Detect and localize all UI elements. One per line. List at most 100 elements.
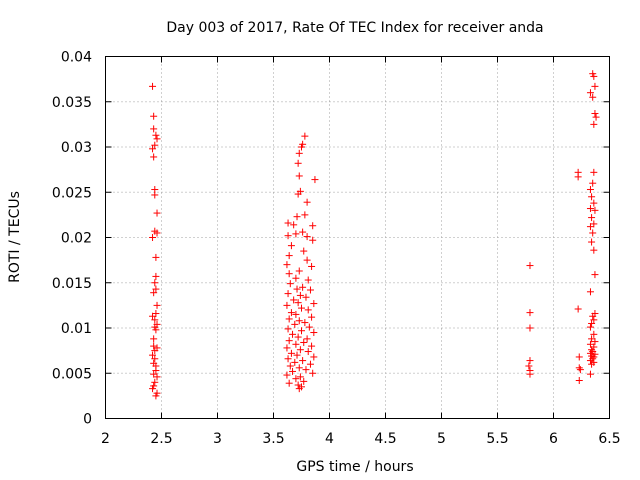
data-points — [149, 70, 600, 400]
data-point — [586, 223, 594, 231]
data-point — [302, 366, 310, 374]
x-tick-label: 2 — [101, 431, 110, 447]
data-point — [284, 232, 292, 240]
data-point — [294, 381, 302, 389]
y-tick-label: 0.005 — [52, 366, 92, 382]
data-point — [151, 141, 159, 149]
data-point — [294, 333, 302, 341]
data-point — [292, 310, 300, 318]
data-point — [149, 385, 157, 393]
data-point — [151, 378, 159, 386]
data-point — [586, 205, 594, 213]
data-point — [296, 373, 304, 381]
data-point — [302, 293, 310, 301]
data-point — [295, 149, 303, 157]
data-point — [574, 173, 582, 181]
data-point — [283, 301, 291, 309]
data-point — [286, 362, 294, 370]
data-point — [151, 279, 159, 287]
data-point — [590, 316, 598, 324]
y-tick-label: 0.04 — [61, 50, 92, 66]
chart-title: Day 003 of 2017, Rate Of TEC Index for r… — [166, 20, 543, 36]
data-point — [590, 168, 598, 176]
y-tick-label: 0 — [83, 412, 92, 428]
data-point — [586, 89, 594, 97]
data-point — [292, 274, 300, 282]
data-point — [586, 357, 594, 365]
data-point — [287, 242, 295, 250]
data-point — [589, 93, 597, 101]
data-point — [153, 209, 161, 217]
data-point — [299, 283, 307, 291]
x-tick-label: 5 — [437, 431, 446, 447]
data-point — [298, 304, 305, 312]
data-point — [298, 327, 305, 335]
data-point — [306, 360, 314, 368]
data-point — [589, 312, 597, 320]
data-point — [526, 309, 534, 317]
data-point — [589, 229, 597, 237]
data-point — [290, 221, 298, 229]
data-point — [150, 153, 158, 161]
data-point — [285, 315, 293, 323]
data-point — [300, 377, 308, 385]
data-point — [300, 247, 308, 255]
data-point — [290, 296, 298, 304]
data-point — [149, 234, 157, 241]
data-point — [306, 286, 314, 294]
data-point — [586, 370, 594, 378]
data-point — [303, 233, 311, 241]
data-point — [304, 306, 312, 314]
data-point — [149, 351, 157, 359]
data-point — [591, 206, 599, 214]
data-point — [309, 369, 317, 377]
data-point — [309, 222, 317, 230]
data-point — [152, 285, 160, 293]
data-point — [153, 135, 161, 143]
data-point — [299, 228, 307, 236]
data-point — [574, 305, 582, 313]
data-point — [575, 364, 583, 372]
data-point — [293, 285, 301, 293]
data-point — [300, 338, 308, 346]
data-point — [150, 289, 158, 297]
data-point — [295, 267, 303, 275]
x-tick-label: 6 — [549, 431, 558, 447]
data-point — [294, 299, 302, 307]
y-tick-label: 0.015 — [52, 276, 92, 292]
data-point — [526, 370, 534, 378]
data-point — [149, 312, 157, 320]
data-point — [153, 373, 161, 381]
data-point — [283, 261, 291, 269]
data-point — [287, 309, 295, 317]
data-point — [590, 199, 598, 207]
data-point — [305, 323, 313, 331]
y-tick-label: 0.01 — [61, 321, 92, 337]
data-point — [525, 362, 533, 370]
grid — [105, 56, 610, 419]
data-point — [292, 230, 300, 238]
data-point — [285, 379, 293, 387]
data-point — [293, 213, 301, 221]
data-point — [296, 291, 304, 299]
data-point — [153, 301, 161, 309]
data-point — [586, 288, 594, 296]
y-tick-label: 0.035 — [52, 95, 92, 111]
x-tick-label: 4.5 — [374, 431, 396, 447]
data-point — [289, 330, 297, 338]
x-axis-title: GPS time / hours — [296, 459, 413, 475]
data-point — [284, 290, 292, 298]
data-point — [298, 143, 305, 151]
data-point — [151, 355, 159, 363]
data-point — [295, 317, 303, 325]
data-point — [301, 319, 309, 327]
x-tick-labels: 2 2.5 3 3.5 4 4.5 5 5.5 6 6.5 — [101, 431, 621, 447]
data-point — [590, 120, 598, 128]
data-point — [589, 179, 597, 187]
data-point — [590, 246, 598, 254]
data-point — [152, 367, 160, 375]
data-point — [308, 342, 316, 350]
data-point — [152, 272, 160, 280]
x-tick-label: 2.5 — [150, 431, 172, 447]
